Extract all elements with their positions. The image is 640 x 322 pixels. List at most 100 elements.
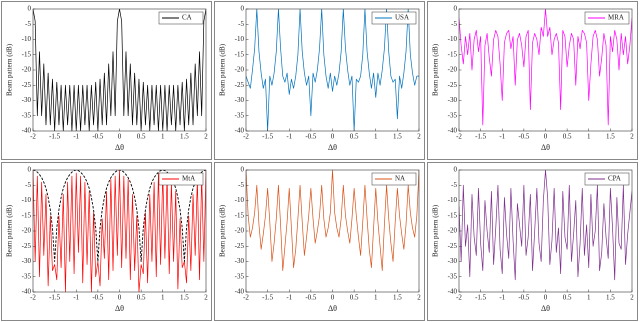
y-tick-label: -5 xyxy=(25,20,31,28)
y-tick-label: -40 xyxy=(235,127,245,135)
legend-label: MtA xyxy=(182,175,195,183)
y-tick-label: 0 xyxy=(454,166,458,174)
x-tick-label: 2 xyxy=(417,294,421,302)
x-tick-label: 1 xyxy=(587,133,591,141)
y-tick-label: -5 xyxy=(25,181,31,189)
x-tick-label: -0.5 xyxy=(305,133,317,141)
y-tick-label: -10 xyxy=(22,196,32,204)
x-tick-label: -2 xyxy=(30,294,36,302)
plot-area xyxy=(33,9,206,131)
plot-area xyxy=(459,170,632,281)
y-tick-label: -30 xyxy=(448,257,458,265)
y-tick-label: -40 xyxy=(448,288,458,296)
y-axis-label: Beam pattern (dB) xyxy=(219,204,227,257)
x-axis-label: Δθ xyxy=(541,304,550,313)
x-tick-label: -1 xyxy=(286,133,292,141)
x-tick-label: 1 xyxy=(161,133,165,141)
x-tick-label: 1.5 xyxy=(180,294,189,302)
x-tick-label: -2 xyxy=(243,294,249,302)
y-tick-label: -15 xyxy=(448,211,458,219)
plot-area xyxy=(246,170,419,271)
y-tick-label: -20 xyxy=(22,227,32,235)
x-tick-label: -0.5 xyxy=(92,294,104,302)
x-tick-label: -1 xyxy=(286,294,292,302)
y-tick-label: -35 xyxy=(448,111,458,119)
y-tick-label: -30 xyxy=(22,96,32,104)
y-tick-label: 0 xyxy=(28,5,32,13)
x-axis-label: Δθ xyxy=(328,304,337,313)
x-tick-label: -1.5 xyxy=(475,294,487,302)
legend-box xyxy=(584,11,630,25)
panel-frame xyxy=(214,162,425,321)
x-tick-label: -2 xyxy=(456,133,462,141)
x-tick-label: 0 xyxy=(331,133,335,141)
x-tick-label: -1 xyxy=(499,133,505,141)
x-tick-label: 1.5 xyxy=(606,294,615,302)
y-tick-label: -15 xyxy=(22,211,32,219)
series-line xyxy=(459,170,632,281)
y-tick-label: -35 xyxy=(235,272,245,280)
y-tick-label: -35 xyxy=(448,272,458,280)
y-tick-label: -30 xyxy=(22,257,32,265)
x-tick-label: 0 xyxy=(544,294,548,302)
y-axis-label: Beam pattern (dB) xyxy=(219,43,227,96)
x-tick-label: 2 xyxy=(630,133,634,141)
y-tick-label: 0 xyxy=(28,166,32,174)
x-tick-label: 2 xyxy=(204,133,208,141)
x-tick-label: -0.5 xyxy=(518,294,530,302)
y-tick-label: 0 xyxy=(241,166,245,174)
x-tick-label: 0 xyxy=(331,294,335,302)
panel: -2 -1.5 -1 -0.5 0 0.5 1 1.5 2 -40 -35 -30 -25 -20 -15 -… xyxy=(1,162,212,321)
x-tick-label: 0 xyxy=(118,133,122,141)
y-tick-label: -30 xyxy=(235,257,245,265)
x-tick-label: -1.5 xyxy=(262,294,274,302)
series-line xyxy=(246,170,419,271)
legend-label: CA xyxy=(182,14,192,22)
y-tick-label: -20 xyxy=(22,66,32,74)
x-tick-label: 1 xyxy=(374,133,378,141)
series-line xyxy=(459,9,632,126)
legend-label: USA xyxy=(395,14,409,22)
y-tick-label: -10 xyxy=(235,35,245,43)
x-axis-label: Δθ xyxy=(328,143,337,152)
panel: -2 -1.5 -1 -0.5 0 0.5 1 1.5 2 -40 -35 -30 -25 -20 -15 -… xyxy=(1,1,212,160)
y-tick-label: -40 xyxy=(235,288,245,296)
legend: NA xyxy=(371,172,417,186)
y-tick-label: -10 xyxy=(448,196,458,204)
x-tick-label: 2 xyxy=(630,294,634,302)
y-tick-label: 0 xyxy=(241,5,245,13)
y-tick-label: -15 xyxy=(235,211,245,219)
y-tick-label: -35 xyxy=(22,111,32,119)
x-tick-label: -1.5 xyxy=(49,294,61,302)
panel: -2 -1.5 -1 -0.5 0 0.5 1 1.5 2 -40 -35 -30 -25 -20 -15 -… xyxy=(214,162,425,321)
legend: MRA xyxy=(584,11,630,25)
y-tick-label: -5 xyxy=(238,181,244,189)
x-tick-label: 2 xyxy=(417,133,421,141)
y-tick-label: 0 xyxy=(454,5,458,13)
x-tick-label: -1 xyxy=(499,294,505,302)
y-tick-label: -10 xyxy=(235,196,245,204)
x-tick-label: -1 xyxy=(73,133,79,141)
legend-box xyxy=(158,11,204,25)
x-tick-label: 1 xyxy=(587,294,591,302)
x-tick-label: -1 xyxy=(73,294,79,302)
x-axis-label: Δθ xyxy=(115,143,124,152)
x-tick-label: 0.5 xyxy=(350,133,359,141)
series-line xyxy=(33,170,206,292)
y-tick-label: -10 xyxy=(22,35,32,43)
y-tick-label: -35 xyxy=(235,111,245,119)
x-tick-label: -0.5 xyxy=(518,133,530,141)
legend: CPA xyxy=(584,172,630,186)
y-tick-label: -10 xyxy=(448,35,458,43)
x-axis-label: Δθ xyxy=(115,304,124,313)
y-tick-label: -20 xyxy=(235,66,245,74)
y-axis-label: Beam pattern (dB) xyxy=(6,43,14,96)
x-tick-label: 0 xyxy=(118,294,122,302)
x-tick-label: -1.5 xyxy=(262,133,274,141)
y-tick-label: -40 xyxy=(448,127,458,135)
y-tick-label: -30 xyxy=(448,96,458,104)
x-tick-label: 1.5 xyxy=(393,294,402,302)
y-axis-label: Beam pattern (dB) xyxy=(6,204,14,257)
y-tick-label: -5 xyxy=(451,20,457,28)
